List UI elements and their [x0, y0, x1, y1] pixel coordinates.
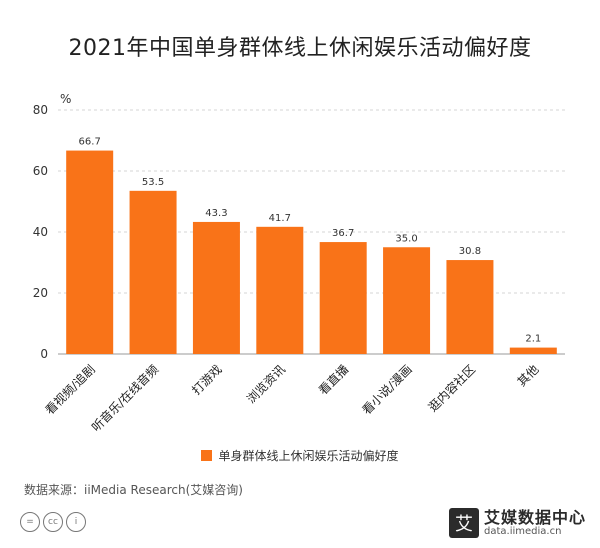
bar — [319, 242, 367, 354]
x-category-label: 浏览资讯 — [243, 362, 288, 407]
x-category-label: 看视频/追剧 — [42, 362, 98, 418]
equals-icon: = — [20, 512, 40, 532]
bar — [256, 226, 304, 354]
data-label: 2.1 — [525, 334, 541, 345]
y-tick-label: 80 — [33, 103, 48, 117]
brand-name: 艾媒数据中心 — [483, 507, 586, 527]
data-label: 41.7 — [269, 213, 291, 224]
x-category-label: 看小说/漫画 — [359, 362, 415, 418]
x-category-label: 看直播 — [316, 362, 351, 397]
legend-label: 单身群体线上休闲娱乐活动偏好度 — [218, 449, 399, 463]
license-icons: = cc i — [20, 512, 86, 532]
cc-icon: cc — [43, 512, 63, 532]
y-tick-label: 60 — [33, 164, 48, 178]
data-label: 30.8 — [459, 246, 481, 257]
person-icon: i — [66, 512, 86, 532]
y-unit-label: % — [60, 92, 71, 106]
data-label: 36.7 — [332, 228, 354, 239]
y-tick-label: 20 — [33, 286, 48, 300]
brand-badge: 艾 — [448, 508, 479, 538]
bar — [129, 190, 177, 354]
data-label: 66.7 — [79, 137, 101, 148]
brand-logo: 艾 艾媒数据中心 data.iimedia.cn — [448, 507, 586, 538]
legend-swatch — [201, 450, 213, 461]
x-category-label: 其他 — [515, 362, 542, 389]
brand-url: data.iimedia.cn — [483, 526, 562, 538]
bar — [192, 221, 240, 354]
data-label: 43.3 — [205, 208, 227, 219]
chart-title: 2021年中国单身群体线上休闲娱乐活动偏好度 — [68, 36, 532, 61]
data-label: 53.5 — [142, 177, 164, 188]
y-tick-label: 0 — [40, 347, 48, 361]
bar — [446, 260, 494, 354]
data-label: 35.0 — [395, 233, 417, 244]
bar — [509, 347, 557, 354]
x-category-label: 打游戏 — [189, 362, 224, 397]
x-category-label: 听音乐/在线音频 — [88, 362, 161, 435]
legend: 单身群体线上休闲娱乐活动偏好度 — [0, 447, 600, 464]
source-note: 数据来源：iiMedia Research(艾媒咨询) — [24, 483, 243, 497]
bar — [66, 150, 114, 354]
bar — [383, 247, 431, 354]
y-tick-label: 40 — [33, 225, 48, 239]
x-category-label: 逛内容社区 — [425, 362, 478, 415]
